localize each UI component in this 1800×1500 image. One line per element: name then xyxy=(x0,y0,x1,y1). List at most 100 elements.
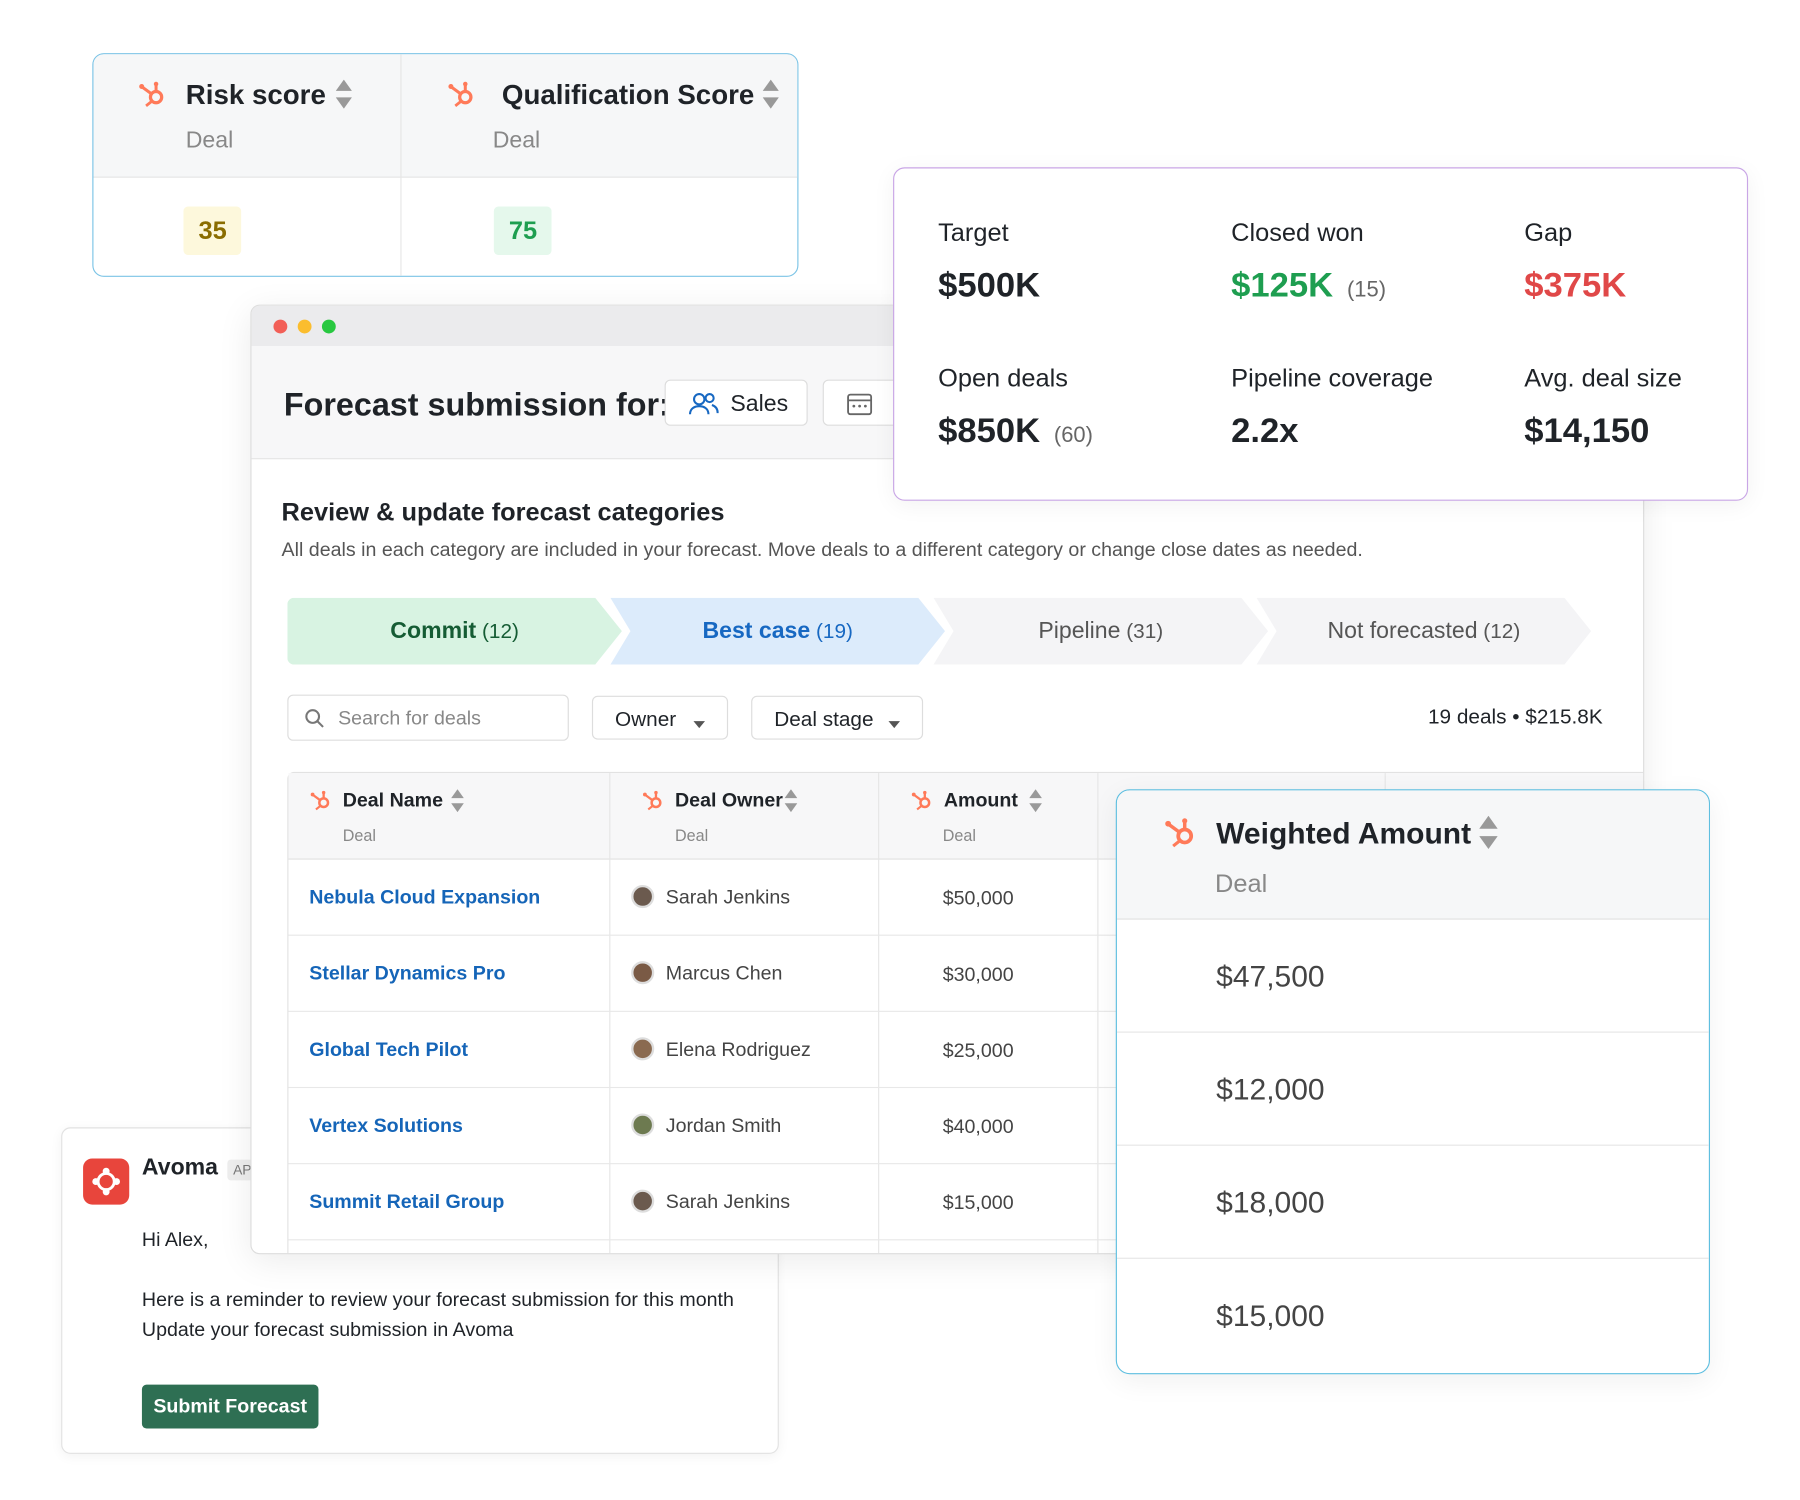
metric-value: 2.2x xyxy=(1231,411,1299,450)
category-tab[interactable]: Best case (19) xyxy=(610,597,945,665)
owner-avatar xyxy=(631,1189,655,1213)
owner-avatar xyxy=(631,961,655,985)
metric-label: Gap xyxy=(1524,218,1573,247)
hubspot-icon xyxy=(910,789,933,812)
deal-name[interactable]: Stellar Dynamics Pro xyxy=(309,962,506,985)
filter-dropdown[interactable]: Owner xyxy=(591,695,729,740)
deal-amount: $40,000 xyxy=(942,1115,1014,1138)
metric-label: Open deals xyxy=(938,363,1068,393)
column-divider xyxy=(878,773,880,1254)
team-button[interactable]: Sales xyxy=(664,379,808,426)
deal-owner: Sarah Jenkins xyxy=(665,886,791,909)
tab-label: Best case xyxy=(702,617,811,644)
metric-value-group: $850K (60) xyxy=(938,412,1093,451)
hubspot-icon xyxy=(642,789,665,812)
row-divider xyxy=(288,1163,1644,1165)
deal-summary: 19 deals • $215.8K xyxy=(1427,704,1603,729)
metric-value-group: $375K xyxy=(1524,267,1626,306)
sort-icon xyxy=(1479,815,1498,849)
tab-count: (12) xyxy=(481,619,519,643)
deal-amount: $25,000 xyxy=(942,1039,1014,1062)
deal-owner: Elena Rodriguez xyxy=(665,1038,811,1061)
column-divider xyxy=(609,773,611,1254)
deal-name[interactable]: Nebula Cloud Expansion xyxy=(309,886,541,909)
message-line: Here is a reminder to review your foreca… xyxy=(141,1288,734,1311)
tab-label-group: Commit (12) xyxy=(287,598,622,665)
sort-icon xyxy=(451,789,464,813)
section-title: Review & update forecast categories xyxy=(281,497,725,527)
metric-value-group: 2.2x xyxy=(1231,412,1298,451)
tab-label-group: Not forecasted (12) xyxy=(1257,598,1592,665)
weighted-value: $12,000 xyxy=(1216,1071,1325,1107)
owner-avatar xyxy=(631,1037,655,1061)
weighted-value: $15,000 xyxy=(1216,1298,1325,1333)
weighted-card: Weighted Amount Deal $47,500 $12,000 $18,000… xyxy=(1115,789,1710,1375)
score-card: Risk score Deal 35 Qualification Score Deal 7… xyxy=(92,53,799,277)
sort-icon xyxy=(762,79,779,109)
metric-label: Pipeline coverage xyxy=(1231,363,1433,393)
hubspot-icon xyxy=(137,80,167,110)
row-divider xyxy=(288,1010,1644,1012)
category-tab[interactable]: Not forecasted (12) xyxy=(1256,597,1592,665)
message-line: Update your forecast submission in Avoma xyxy=(141,1318,514,1341)
weighted-title: Weighted Amount xyxy=(1216,815,1472,851)
filter-dropdown[interactable]: Deal stage xyxy=(751,695,924,740)
metric-label: Closed won xyxy=(1231,218,1364,247)
deal-owner: Marcus Chen xyxy=(665,962,783,985)
metric-label: Avg. deal size xyxy=(1524,363,1682,393)
deal-name[interactable]: Vertex Solutions xyxy=(309,1114,463,1137)
column-divider xyxy=(400,54,402,276)
tab-label-group: Best case (19) xyxy=(610,598,945,665)
deal-name[interactable]: Summit Retail Group xyxy=(309,1190,505,1213)
score-title: Qualification Score xyxy=(501,79,755,111)
column-divider xyxy=(1097,773,1099,1254)
tab-count: (12) xyxy=(1483,619,1521,643)
metric-value-group: $125K (15) xyxy=(1231,267,1386,306)
window-title: Forecast submission for: xyxy=(283,386,670,423)
sort-icon xyxy=(1029,789,1042,813)
column-subtitle: Deal xyxy=(942,826,976,845)
section-description: All deals in each category are included … xyxy=(281,538,1363,561)
app-badge: AP xyxy=(227,1159,258,1181)
caret xyxy=(887,714,901,729)
row-divider xyxy=(1116,1144,1709,1146)
filter-label: Deal stage xyxy=(774,707,874,731)
sender: Avoma xyxy=(141,1154,219,1181)
row-divider xyxy=(288,1239,1644,1241)
submit-button[interactable]: Submit Forecast xyxy=(141,1384,319,1429)
row-divider xyxy=(288,934,1644,936)
caret xyxy=(692,714,706,729)
weighted-header xyxy=(1116,790,1709,920)
score-subtitle: Deal xyxy=(185,128,234,154)
deal-name[interactable]: Global Tech Pilot xyxy=(309,1038,468,1061)
hubspot-icon xyxy=(1163,816,1198,851)
team-icon xyxy=(688,391,719,416)
window-dot xyxy=(273,319,288,334)
category-tab[interactable]: Pipeline (31) xyxy=(933,597,1269,665)
weighted-value: $47,500 xyxy=(1216,958,1325,994)
hubspot-icon xyxy=(447,80,477,110)
metric-count: (60) xyxy=(1053,423,1093,448)
category-tab[interactable]: Commit (12) xyxy=(287,597,622,665)
avoma-logo xyxy=(83,1158,130,1205)
score-value: 75 xyxy=(493,206,553,255)
column-title: Amount xyxy=(943,789,1018,812)
column-title: Deal Name xyxy=(342,789,444,812)
column-title: Deal Owner xyxy=(674,789,783,812)
team-label: Sales xyxy=(730,391,789,417)
score-header xyxy=(93,54,798,178)
sort-icon xyxy=(784,789,798,813)
row-divider xyxy=(1116,1031,1709,1033)
metrics-card: Target $500K Closed won $125K (15) Gap $375K Op… xyxy=(893,167,1749,501)
filter-label: Owner xyxy=(614,707,677,731)
search-box[interactable]: Search for deals xyxy=(287,694,569,741)
metric-label: Target xyxy=(938,218,1009,247)
search-icon xyxy=(305,708,326,729)
deal-amount: $15,000 xyxy=(942,1191,1014,1214)
metric-value: $850K xyxy=(938,411,1041,450)
window-dot xyxy=(297,319,312,334)
tab-label: Commit xyxy=(390,617,477,644)
row-divider xyxy=(1116,1257,1709,1259)
